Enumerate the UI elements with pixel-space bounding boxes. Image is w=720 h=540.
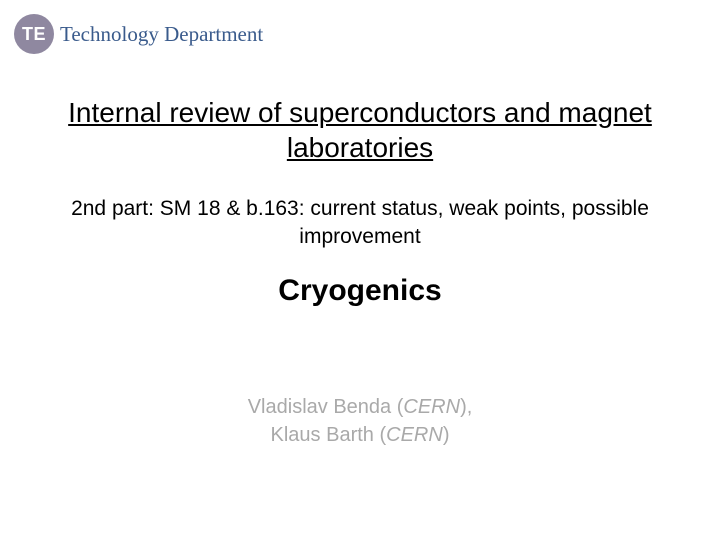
department-label: Technology Department: [60, 22, 263, 47]
author-name: Vladislav Benda: [248, 396, 391, 418]
author-affiliation: CERN: [403, 396, 460, 418]
author-line-1: Vladislav Benda (CERN),: [60, 393, 660, 421]
slide-content: Internal review of superconductors and m…: [0, 95, 720, 449]
author-line-2: Klaus Barth (CERN): [60, 421, 660, 449]
logo-area: TE Technology Department: [14, 14, 263, 54]
authors-block: Vladislav Benda (CERN), Klaus Barth (CER…: [60, 393, 660, 449]
slide-topic: Cryogenics: [60, 274, 660, 308]
slide-subtitle: 2nd part: SM 18 & b.163: current status,…: [60, 195, 660, 252]
slide-title: Internal review of superconductors and m…: [60, 95, 660, 165]
author-trail: ): [443, 424, 450, 446]
author-name: Klaus Barth: [271, 424, 374, 446]
logo-badge: TE: [14, 14, 54, 54]
author-affiliation: CERN: [386, 424, 443, 446]
logo-badge-text: TE: [22, 24, 46, 45]
author-trail: ),: [460, 396, 472, 418]
